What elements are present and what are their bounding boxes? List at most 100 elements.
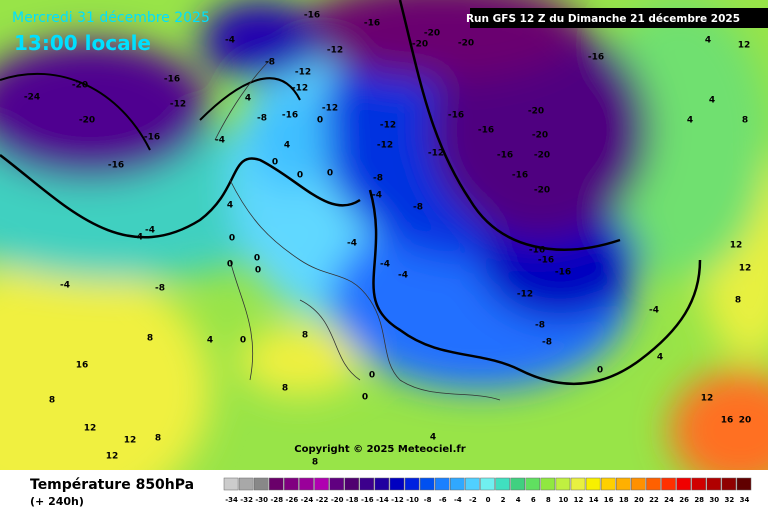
scale-swatch bbox=[525, 477, 541, 491]
contour-label: -4 bbox=[372, 191, 382, 201]
contour-label: 4 bbox=[687, 116, 693, 126]
contour-label: 20 bbox=[739, 416, 752, 426]
scale-label: -8 bbox=[424, 496, 432, 504]
scale-label: 8 bbox=[546, 496, 551, 504]
contour-label: -4 bbox=[380, 260, 390, 270]
scale-label: 22 bbox=[649, 496, 659, 504]
contour-label: -16 bbox=[304, 11, 320, 21]
run-info: Run GFS 12 Z du Dimanche 21 décembre 202… bbox=[466, 13, 740, 25]
scale-swatch bbox=[736, 477, 752, 491]
contour-label: -4 bbox=[60, 281, 70, 291]
scale-label: -4 bbox=[454, 496, 462, 504]
contour-label: 12 bbox=[84, 424, 97, 434]
contour-label: 12 bbox=[739, 264, 752, 274]
contour-label: 12 bbox=[124, 436, 137, 446]
contour-label: -8 bbox=[265, 58, 275, 68]
contour-label: 4 bbox=[657, 353, 663, 363]
contour-label: -12 bbox=[170, 100, 186, 110]
contour-label: 12 bbox=[738, 41, 751, 51]
scale-swatch bbox=[374, 477, 390, 491]
contour-label: 16 bbox=[721, 416, 734, 426]
scale-swatch bbox=[691, 477, 706, 491]
contour-label: 0 bbox=[369, 371, 375, 381]
forecast-date: Mercredi 31 décembre 2025 bbox=[12, 10, 210, 26]
contour-label: -16 bbox=[512, 171, 528, 181]
contour-label: -12 bbox=[292, 84, 308, 94]
contour-label: -20 bbox=[532, 131, 548, 141]
scale-swatch bbox=[615, 477, 631, 491]
scale-swatch bbox=[676, 477, 691, 491]
contour-label: -16 bbox=[478, 126, 494, 136]
scale-swatch bbox=[646, 477, 661, 491]
contour-label: -8 bbox=[413, 203, 423, 213]
contour-label: 0 bbox=[254, 254, 260, 264]
scale-label: -30 bbox=[255, 496, 268, 504]
scale-swatch bbox=[600, 477, 616, 491]
contour-label: -12 bbox=[295, 68, 311, 78]
contour-label: -4 bbox=[225, 36, 235, 46]
scale-label: -18 bbox=[346, 496, 359, 504]
scale-label: 32 bbox=[724, 496, 734, 504]
contour-label: -4 bbox=[215, 136, 225, 146]
contour-label: 0 bbox=[240, 336, 246, 346]
scale-swatch bbox=[631, 477, 646, 491]
footer bbox=[0, 470, 768, 512]
contour-label: -16 bbox=[497, 151, 513, 161]
scale-swatch bbox=[329, 477, 344, 491]
scale-label: -34 bbox=[225, 496, 238, 504]
scale-label: -28 bbox=[270, 496, 283, 504]
scale-label: -26 bbox=[286, 496, 299, 504]
contour-label: -12 bbox=[428, 149, 444, 159]
scale-label: -14 bbox=[376, 496, 389, 504]
contour-label: -4 bbox=[347, 239, 357, 249]
scale-swatch bbox=[434, 477, 450, 491]
contour-label: 8 bbox=[302, 331, 308, 341]
contour-label: 0 bbox=[597, 366, 603, 376]
scale-swatch bbox=[344, 477, 360, 491]
contour-label: 8 bbox=[282, 384, 288, 394]
contour-label: 0 bbox=[229, 234, 235, 244]
scale-swatch bbox=[706, 477, 722, 491]
contour-label: 0 bbox=[272, 158, 278, 168]
scale-swatch bbox=[253, 477, 269, 491]
scale-swatch bbox=[555, 477, 571, 491]
scale-swatch bbox=[269, 477, 284, 491]
scale-swatch bbox=[223, 477, 239, 491]
contour-label: 12 bbox=[701, 394, 714, 404]
scale-swatch bbox=[238, 477, 254, 491]
scale-label: 4 bbox=[516, 496, 521, 504]
contour-label: -4 bbox=[145, 226, 155, 236]
field-title: Température 850hPa bbox=[30, 477, 194, 493]
scale-label: -32 bbox=[240, 496, 253, 504]
contour-label: 8 bbox=[312, 458, 318, 468]
copyright: Copyright © 2025 Meteociel.fr bbox=[294, 444, 465, 455]
contour-label: 4 bbox=[207, 336, 213, 346]
contour-label: -8 bbox=[535, 321, 545, 331]
contour-label: -8 bbox=[373, 174, 383, 184]
contour-label: 4 bbox=[284, 141, 290, 151]
contour-label: -8 bbox=[257, 114, 267, 124]
contour-label: 4 bbox=[245, 94, 251, 104]
contour-label: -16 bbox=[282, 111, 298, 121]
scale-label: -20 bbox=[331, 496, 344, 504]
contour-label: -12 bbox=[327, 46, 343, 56]
contour-label: -20 bbox=[534, 151, 550, 161]
scale-swatch bbox=[570, 477, 586, 491]
contour-label: 4 bbox=[430, 433, 436, 443]
contour-label: -16 bbox=[529, 246, 545, 256]
contour-label: -16 bbox=[164, 75, 180, 85]
scale-label: -12 bbox=[391, 496, 404, 504]
scale-swatch bbox=[284, 477, 299, 491]
scale-swatch bbox=[510, 477, 525, 491]
contour-label: 8 bbox=[735, 296, 741, 306]
run-box bbox=[470, 8, 768, 28]
scale-label: -22 bbox=[316, 496, 329, 504]
scale-label: 18 bbox=[619, 496, 629, 504]
contour-label: -16 bbox=[364, 19, 380, 29]
contour-label: 8 bbox=[155, 434, 161, 444]
contour-label: -20 bbox=[424, 29, 440, 39]
contour-label: -12 bbox=[380, 121, 396, 131]
scale-swatch bbox=[389, 477, 405, 491]
